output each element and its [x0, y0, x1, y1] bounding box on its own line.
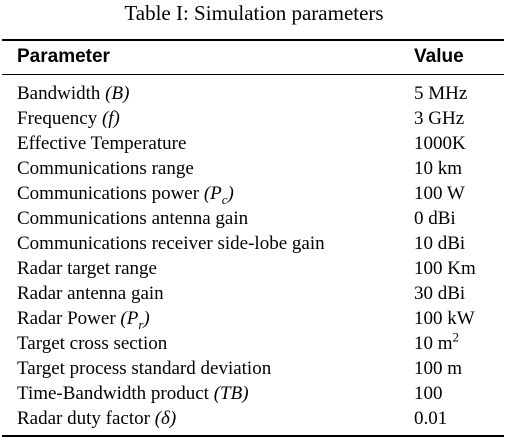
symbol-subscript: c — [221, 191, 228, 207]
parameter-symbol: (TB) — [213, 383, 249, 404]
parameter-cell: Radar target range — [17, 256, 157, 281]
parameter-name: Radar duty factor — [17, 408, 150, 429]
value-main: 10 m — [414, 333, 453, 354]
parameter-name: Frequency — [17, 108, 98, 129]
symbol-close: ) — [227, 183, 234, 204]
value-cell: 5 MHz — [414, 83, 468, 104]
table-header: Parameter Value — [0, 42, 508, 72]
table-row: Time-Bandwidth product (TB) 100 — [0, 381, 508, 406]
parameter-name: Communications power — [17, 183, 200, 204]
parameter-cell: Frequency (f) — [17, 106, 120, 131]
table-row: Radar duty factor (δ) 0.01 — [0, 406, 508, 431]
table-row: Effective Temperature 1000K — [0, 131, 508, 156]
value-cell: 0.01 — [414, 408, 448, 429]
bottom-rule — [2, 435, 504, 437]
table-body: Bandwidth (B) 5 MHz Frequency (f) 3 GHz … — [0, 81, 508, 431]
value-superscript: 2 — [452, 329, 460, 345]
table-row: Bandwidth (B) 5 MHz — [0, 81, 508, 106]
parameter-name: Communications range — [17, 158, 194, 179]
parameter-name: Radar target range — [17, 258, 157, 279]
table-row: Target cross section 10 m2 — [0, 331, 508, 356]
parameter-name: Radar Power — [17, 308, 116, 329]
parameter-name: Radar antenna gain — [17, 283, 164, 304]
value-cell: 100 W — [414, 183, 465, 204]
table-row: Communications receiver side-lobe gain 1… — [0, 231, 508, 256]
parameter-symbol: (δ) — [154, 408, 177, 429]
table-row: Frequency (f) 3 GHz — [0, 106, 508, 131]
symbol-close: ) — [143, 308, 150, 329]
table-row: Radar antenna gain 30 dBi — [0, 281, 508, 306]
value-cell: 100 Km — [414, 258, 476, 279]
parameter-cell: Time-Bandwidth product (TB) — [17, 381, 249, 406]
parameter-cell: Bandwidth (B) — [17, 81, 129, 106]
parameter-symbol: (Pc) — [203, 183, 234, 207]
table-row: Radar Power (Pr) 100 kW — [0, 306, 508, 331]
parameter-cell: Communications receiver side-lobe gain — [17, 231, 325, 256]
parameter-cell: Target process standard deviation — [17, 356, 271, 381]
parameter-name: Communications receiver side-lobe gain — [17, 233, 325, 254]
parameter-cell: Radar antenna gain — [17, 281, 164, 306]
parameter-cell: Communications power (Pc) — [17, 181, 234, 206]
header-value: Value — [414, 46, 464, 67]
table-row: Radar target range 100 Km — [0, 256, 508, 281]
parameter-name: Target cross section — [17, 333, 168, 354]
table-caption: Table I: Simulation parameters — [124, 1, 384, 25]
value-cell: 100 kW — [414, 308, 475, 329]
parameter-name: Bandwidth — [17, 83, 101, 104]
value-cell: 30 dBi — [414, 283, 466, 304]
parameter-cell: Radar duty factor (δ) — [17, 406, 176, 431]
parameter-cell: Effective Temperature — [17, 131, 186, 156]
table-row: Target process standard deviation 100 m — [0, 356, 508, 381]
symbol-main: (P — [120, 308, 139, 329]
parameter-name: Target process standard deviation — [17, 358, 272, 379]
table-row: Communications antenna gain 0 dBi — [0, 206, 508, 231]
table-row: Communications power (Pc) 100 W — [0, 181, 508, 206]
value-cell: 0 dBi — [414, 208, 456, 229]
symbol-main: (P — [203, 183, 222, 204]
symbol-subscript: r — [138, 316, 144, 332]
parameter-cell: Communications range — [17, 156, 194, 181]
parameter-symbol: (f) — [101, 108, 120, 129]
value-cell: 100 — [414, 383, 443, 404]
value-cell: 1000K — [414, 133, 466, 154]
table-row: Communications range 10 km — [0, 156, 508, 181]
header-rule — [2, 74, 504, 75]
parameter-cell: Target cross section — [17, 331, 167, 356]
value-cell: 100 m — [414, 358, 463, 379]
parameter-symbol: (B) — [105, 83, 130, 104]
value-cell: 10 km — [414, 158, 463, 179]
parameter-cell: Communications antenna gain — [17, 206, 248, 231]
parameter-name: Communications antenna gain — [17, 208, 249, 229]
header-parameter: Parameter — [17, 46, 110, 67]
value-cell: 10 m2 — [414, 331, 459, 356]
parameter-symbol: (Pr) — [120, 308, 150, 332]
value-cell: 3 GHz — [414, 108, 465, 129]
value-cell: 10 dBi — [414, 233, 466, 254]
parameter-name: Effective Temperature — [17, 133, 187, 154]
parameter-cell: Radar Power (Pr) — [17, 306, 150, 331]
parameter-name: Time-Bandwidth product — [17, 383, 209, 404]
top-rule — [2, 39, 504, 41]
